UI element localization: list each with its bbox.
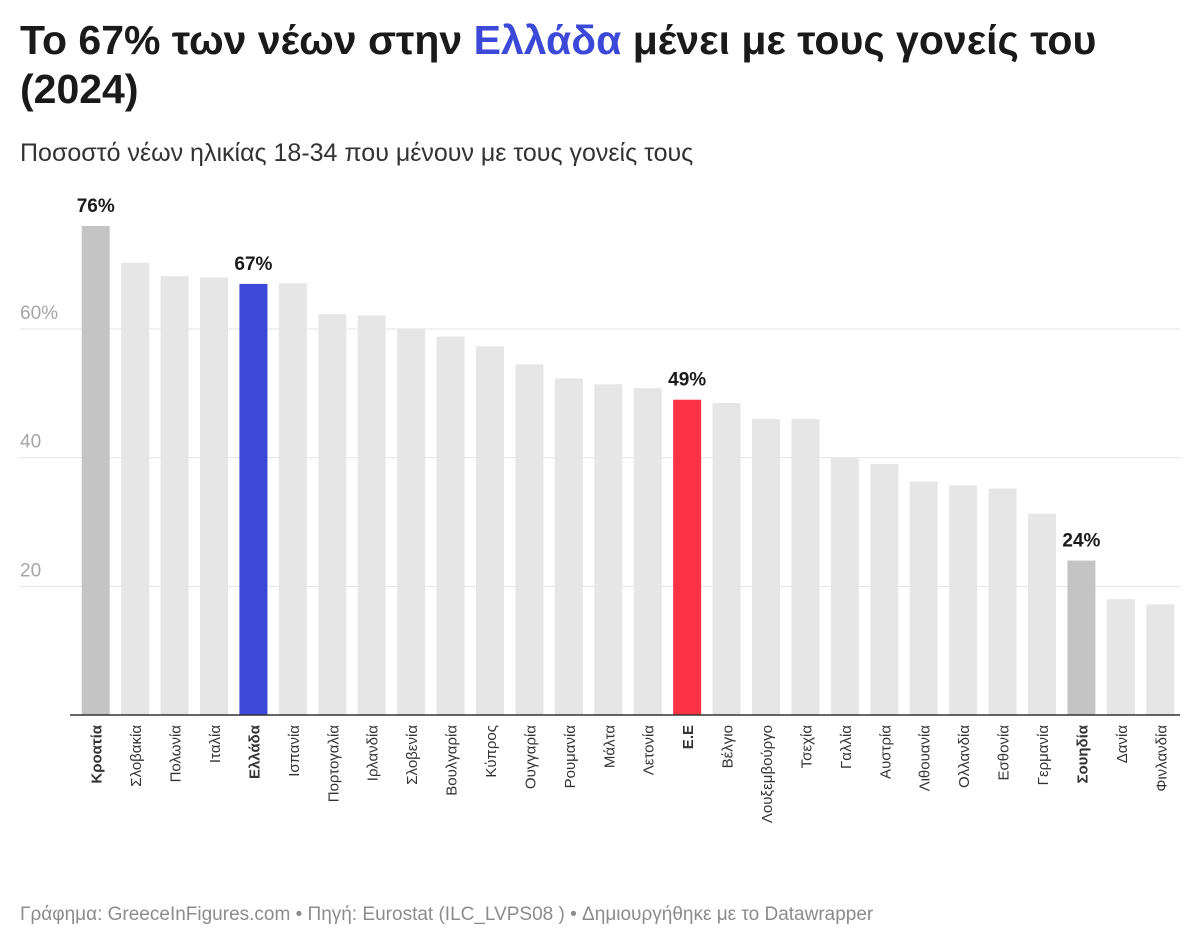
x-axis-label-22: Λιθουανία — [917, 725, 934, 792]
x-axis-label-6: Ισπανία — [286, 725, 303, 777]
bar-28 — [1146, 604, 1175, 715]
bar-13 — [554, 378, 583, 715]
x-axis-label-20: Γαλλία — [838, 725, 855, 769]
x-axis-label-12: Ουγγαρία — [522, 725, 539, 789]
bar-12 — [515, 364, 544, 715]
bar-6 — [278, 283, 307, 715]
y-axis-ticks: 20 40 60% — [20, 303, 58, 581]
x-axis-label-24: Εσθονία — [996, 725, 1013, 781]
x-axis-label-9: Σλοβενία — [404, 725, 421, 785]
title-highlight-greece: Ελλάδα — [473, 17, 622, 63]
bars — [81, 226, 1175, 715]
bar-27 — [1106, 599, 1135, 715]
x-axis-label-1: Κροατία — [89, 724, 106, 783]
x-axis-label-13: Ρουμανία — [562, 725, 579, 789]
x-axis-label-10: Βουλγαρία — [444, 725, 461, 796]
data-label-16: 49% — [668, 370, 706, 391]
x-axis-label-7: Πορτογαλία — [325, 725, 342, 803]
title-text-before: Το 67% των νέων στην — [20, 17, 474, 63]
bar-5 — [239, 283, 268, 715]
bar-19 — [791, 419, 820, 715]
data-label-1: 76% — [77, 196, 115, 217]
bar-26 — [1067, 560, 1096, 715]
bar-15 — [633, 388, 662, 715]
bar-10 — [436, 336, 465, 715]
chart-title: Το 67% των νέων στην Ελλάδα μένει με του… — [20, 16, 1180, 114]
bar-chart: 76% 67% 49% 24% 20 40 60% Κροατία Σλοβακία Πολω… — [20, 196, 1180, 823]
x-axis-label-8: Ιρλανδία — [365, 725, 382, 782]
bar-25 — [1028, 513, 1056, 715]
bar-3 — [160, 276, 189, 715]
x-axis-label-17: Βέλγιο — [720, 725, 737, 768]
x-axis-label-2: Σλοβακία — [128, 725, 145, 787]
x-axis-label-19: Τσεχία — [798, 725, 815, 769]
x-axis-label-16: Ε.Ε — [680, 725, 697, 749]
x-axis-label-27: Δανία — [1114, 725, 1131, 764]
data-label-26: 24% — [1062, 531, 1100, 552]
bar-4 — [200, 277, 228, 715]
x-axis-label-28: Φινλανδία — [1153, 725, 1170, 792]
bar-23 — [949, 485, 978, 715]
y-tick-label-40: 40 — [20, 432, 41, 453]
x-axis-label-26: Σουηδία — [1074, 724, 1091, 783]
bar-9 — [397, 329, 426, 715]
x-axis-label-4: Ιταλία — [207, 725, 224, 763]
bar-7 — [318, 314, 347, 715]
bar-2 — [121, 262, 150, 715]
bar-22 — [909, 481, 938, 715]
y-tick-label-20: 20 — [20, 560, 41, 581]
bar-8 — [357, 315, 386, 715]
x-axis-label-15: Λετονία — [641, 725, 658, 776]
x-axis-label-3: Πολωνία — [168, 725, 185, 783]
x-axis-label-21: Αυστρία — [877, 725, 894, 779]
x-axis-label-23: Ολλανδία — [956, 725, 973, 788]
bar-1 — [81, 226, 110, 715]
bar-17 — [712, 402, 741, 715]
bar-20 — [830, 457, 859, 715]
y-tick-label-60: 60% — [20, 303, 58, 324]
chart-subtitle: Ποσοστό νέων ηλικίας 18-34 που μένουν με… — [20, 139, 694, 167]
x-axis-label-11: Κύπρος — [483, 725, 500, 778]
title-text-after: μένει με τους γονείς του (2024) — [20, 17, 1097, 112]
data-label-5: 67% — [234, 254, 272, 275]
bar-24 — [988, 488, 1017, 715]
bar-14 — [594, 384, 623, 715]
x-axis-label-18: Λουξεμβούργο — [759, 725, 776, 823]
bar-21 — [870, 464, 899, 715]
bar-11 — [476, 346, 504, 715]
chart-footer: Γράφημα: GreeceInFigures.com • Πηγή: Eur… — [20, 904, 874, 925]
x-axis-label-5: Ελλάδα — [246, 724, 263, 779]
x-axis-labels: Κροατία Σλοβακία Πολωνία Ιταλία Ελλάδα Ισπανί… — [89, 724, 1171, 823]
x-axis-label-25: Γερμανία — [1035, 725, 1052, 786]
bar-18 — [752, 419, 780, 715]
bar-16 — [673, 399, 702, 715]
x-axis-label-14: Μάλτα — [601, 725, 618, 768]
data-labels: 76% 67% 49% 24% — [77, 196, 1101, 552]
